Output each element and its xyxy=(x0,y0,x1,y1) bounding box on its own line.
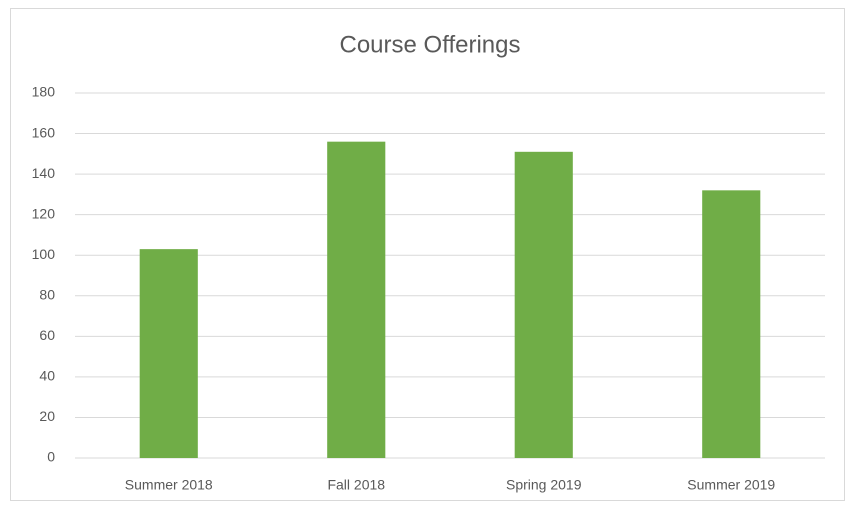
y-tick-label: 20 xyxy=(39,408,55,424)
x-tick-label: Summer 2019 xyxy=(687,477,775,493)
y-tick-label: 60 xyxy=(39,327,55,343)
chart-title: Course Offerings xyxy=(340,31,521,58)
y-tick-label: 0 xyxy=(47,449,55,465)
bar xyxy=(327,141,386,458)
y-tick-label: 120 xyxy=(32,205,56,221)
x-tick-label: Spring 2019 xyxy=(506,477,582,493)
x-tick-label: Summer 2018 xyxy=(125,477,213,493)
y-tick-label: 100 xyxy=(32,246,56,262)
bar xyxy=(139,249,198,458)
y-tick-label: 140 xyxy=(32,165,56,181)
x-tick-label: Fall 2018 xyxy=(327,477,385,493)
bar xyxy=(514,151,573,459)
bar xyxy=(702,190,761,459)
y-tick-label: 180 xyxy=(32,84,56,100)
y-tick-label: 40 xyxy=(39,368,55,384)
y-tick-label: 80 xyxy=(39,286,55,302)
y-tick-label: 160 xyxy=(32,124,56,140)
